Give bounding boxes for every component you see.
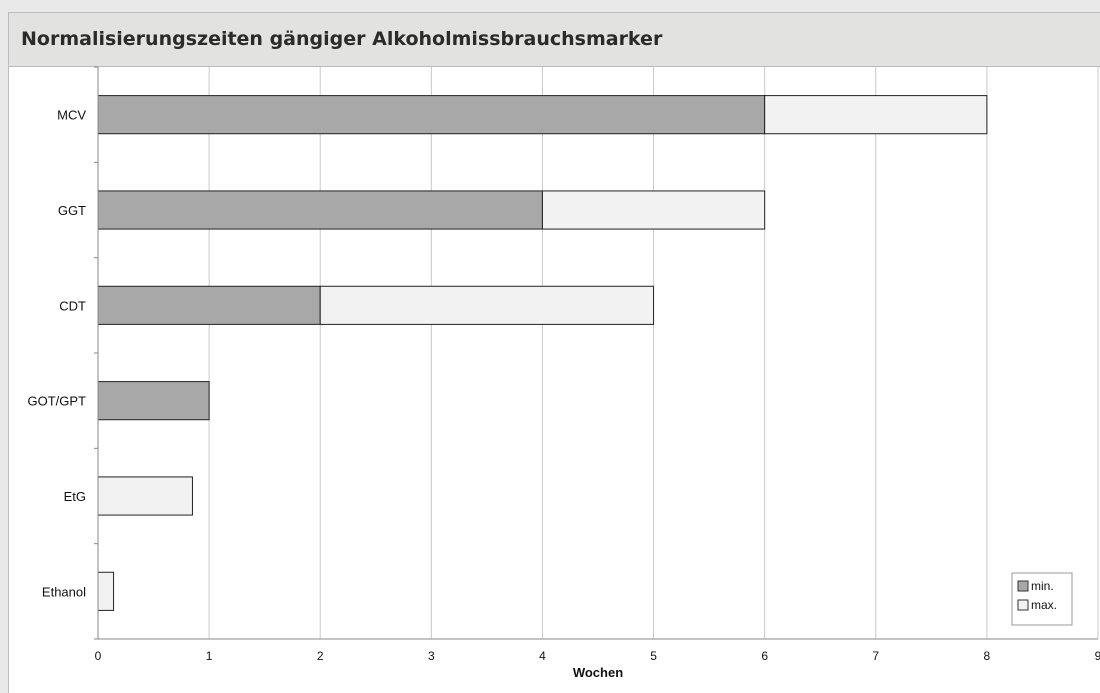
x-axis-title: Wochen	[573, 665, 623, 680]
bars	[97, 95, 988, 611]
chart-frame: Normalisierungszeiten gängiger Alkoholmi…	[8, 12, 1100, 693]
axes	[94, 66, 1098, 640]
x-tick-label: 0	[95, 649, 102, 663]
bar-min-ggt	[97, 190, 543, 230]
chart-title: Normalisierungszeiten gängiger Alkoholmi…	[21, 28, 663, 50]
bar-min-mcv	[97, 95, 766, 135]
bar-min-cdt	[97, 285, 321, 325]
legend-label: max.	[1031, 598, 1057, 612]
category-label: EtG	[64, 489, 86, 504]
bar-max-ggt	[541, 190, 766, 230]
x-tick-label: 7	[872, 649, 879, 663]
bar-min-gotgpt	[97, 381, 210, 421]
x-tick-labels: 0 1 2 3 4 5 6 7 8 9	[95, 649, 1100, 663]
chart-header: Normalisierungszeiten gängiger Alkoholmi…	[9, 13, 1100, 67]
legend-swatch	[1017, 599, 1029, 611]
x-tick-label: 5	[650, 649, 657, 663]
category-label: Ethanol	[42, 584, 86, 599]
bar-max-cdt	[319, 285, 655, 325]
gridlines	[208, 67, 1099, 639]
legend-label: min.	[1031, 579, 1054, 593]
x-tick-label: 1	[206, 649, 213, 663]
category-label: GOT/GPT	[28, 394, 87, 409]
x-tick-label: 9	[1095, 649, 1100, 663]
legend: min. max.	[1011, 572, 1073, 626]
chart-canvas: MCV GGT CDT GOT/GPT EtG Ethanol 0 1 2 3 4 5 6 7 8 9 Wo…	[28, 66, 1100, 680]
bar-max-mcv	[764, 95, 988, 135]
category-label: GGT	[58, 203, 86, 218]
bar-max-ethanol	[97, 571, 115, 611]
legend-swatch	[1017, 580, 1029, 592]
bar-max-etg	[97, 476, 193, 516]
category-label: CDT	[59, 298, 86, 313]
x-tick-label: 3	[428, 649, 435, 663]
category-labels: MCV GGT CDT GOT/GPT EtG Ethanol	[28, 108, 87, 600]
x-tick-label: 6	[761, 649, 768, 663]
x-tick-label: 4	[539, 649, 546, 663]
category-label: MCV	[57, 108, 86, 123]
x-tick-label: 8	[984, 649, 991, 663]
x-tick-label: 2	[317, 649, 324, 663]
